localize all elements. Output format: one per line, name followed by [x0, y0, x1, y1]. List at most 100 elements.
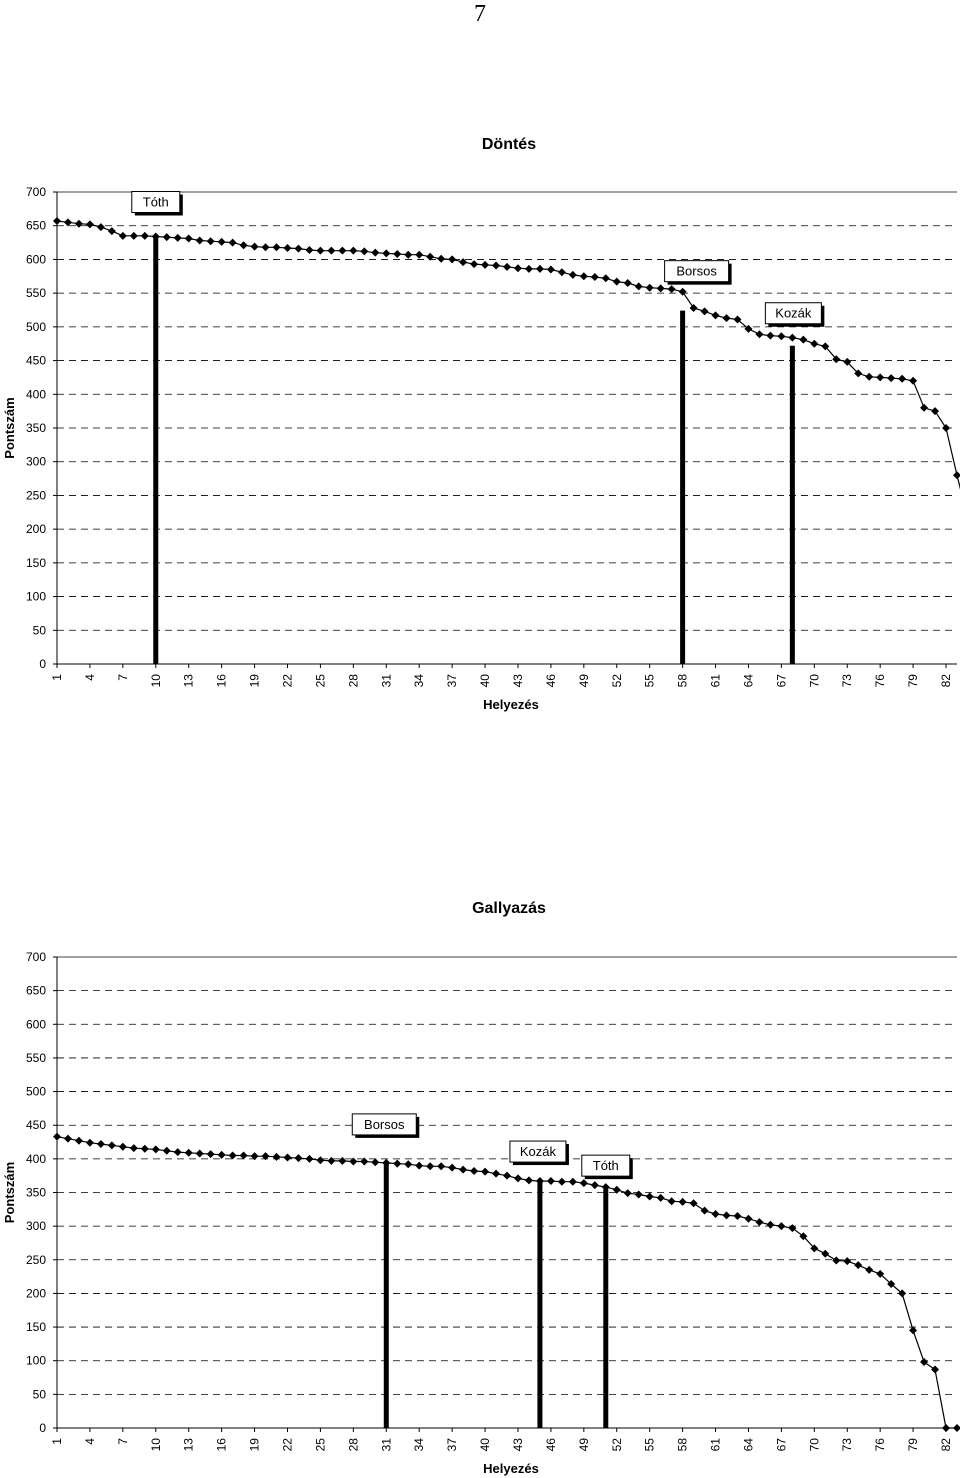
- data-point: [887, 1280, 896, 1289]
- data-point: [382, 249, 391, 258]
- data-point: [118, 1142, 127, 1151]
- x-tick-label: 28: [346, 674, 360, 688]
- x-tick-label: 58: [676, 1438, 690, 1452]
- y-tick-label: 50: [33, 623, 47, 637]
- data-point: [744, 324, 753, 333]
- x-tick-label: 46: [544, 674, 558, 688]
- data-point: [546, 1177, 555, 1186]
- x-tick-label: 55: [643, 674, 657, 688]
- x-tick-label: 79: [906, 1438, 920, 1452]
- data-point: [722, 1211, 731, 1220]
- data-point: [448, 1163, 457, 1172]
- data-point: [942, 424, 951, 432]
- data-point: [898, 374, 907, 383]
- data-point: [843, 357, 852, 366]
- data-point: [865, 372, 874, 381]
- chart-gallyazas: Gallyazás 0 50 100 150 200 250 300 350 400 450 500 5…: [2, 900, 960, 1476]
- x-tick-label: 34: [412, 674, 426, 688]
- data-point: [206, 1150, 215, 1159]
- data-point: [854, 1261, 863, 1270]
- data-point: [898, 1289, 907, 1298]
- data-point: [448, 255, 457, 264]
- y-tick-label: 0: [39, 657, 46, 671]
- data-point: [140, 231, 149, 240]
- y-tick-label: 200: [26, 1286, 46, 1300]
- data-point: [788, 333, 797, 342]
- y-tick-label: 450: [26, 354, 46, 368]
- data-point: [876, 1269, 885, 1278]
- x-tick-label: 4: [83, 674, 97, 681]
- data-point: [645, 283, 654, 292]
- y-tick-label: 600: [26, 252, 46, 266]
- x-tick-label: 67: [774, 674, 788, 688]
- marker-label-box: [581, 1154, 631, 1177]
- data-point: [711, 311, 720, 320]
- data-point: [360, 247, 369, 256]
- data-point: [678, 287, 687, 296]
- x-tick-label: 31: [379, 1438, 393, 1452]
- x-tick-label: 70: [807, 674, 821, 688]
- data-point: [415, 1161, 424, 1170]
- y-tick-label: 500: [26, 1085, 46, 1099]
- data-point: [404, 1160, 413, 1169]
- data-point: [437, 254, 446, 263]
- data-point: [601, 274, 610, 283]
- x-tick-label: 76: [873, 1438, 887, 1452]
- data-point: [85, 1138, 94, 1147]
- x-tick-label: 79: [906, 674, 920, 688]
- data-point: [481, 1167, 490, 1176]
- y-tick-label: 550: [26, 286, 46, 300]
- data-point: [492, 261, 501, 270]
- data-point: [656, 284, 665, 293]
- y-tick-label: 100: [26, 590, 46, 604]
- data-point: [371, 248, 380, 257]
- data-point: [393, 250, 402, 259]
- data-point: [327, 1156, 336, 1165]
- data-point: [953, 471, 960, 480]
- x-tick-label: 82: [939, 1438, 953, 1452]
- data-point: [470, 260, 479, 269]
- x-tick-label: 55: [643, 1438, 657, 1452]
- data-point: [711, 1210, 720, 1219]
- x-tick-label: 64: [741, 674, 755, 688]
- data-point: [316, 246, 325, 255]
- data-point: [667, 1197, 676, 1206]
- data-point: [953, 1424, 960, 1432]
- data-point: [250, 242, 259, 251]
- marker-label: Borsos: [676, 264, 717, 279]
- y-tick-label: 300: [26, 455, 46, 469]
- data-point: [634, 282, 643, 291]
- data-point: [909, 376, 918, 385]
- data-point: [546, 265, 555, 274]
- y-tick-label: 250: [26, 1253, 46, 1267]
- x-tick-label: 64: [741, 1438, 755, 1452]
- data-point: [261, 1152, 270, 1161]
- data-point: [524, 1176, 533, 1185]
- data-point: [305, 245, 314, 254]
- data-point: [250, 1152, 259, 1161]
- data-point: [393, 1159, 402, 1168]
- data-point: [228, 238, 237, 247]
- data-point: [283, 243, 292, 252]
- marker-label-box: [351, 1113, 417, 1136]
- data-point: [832, 1256, 841, 1265]
- data-point: [513, 1174, 522, 1183]
- y-tick-label: 350: [26, 1186, 46, 1200]
- data-point: [74, 219, 83, 228]
- x-tick-label: 13: [182, 674, 196, 688]
- y-tick-label: 100: [26, 1354, 46, 1368]
- y-tick-label: 0: [39, 1421, 46, 1435]
- y-tick-label: 650: [26, 219, 46, 233]
- y-tick-label: 200: [26, 522, 46, 536]
- data-point: [206, 237, 215, 246]
- x-tick-label: 82: [939, 674, 953, 688]
- x-tick-label: 22: [280, 674, 294, 688]
- data-point: [338, 1156, 347, 1165]
- data-point: [239, 241, 248, 250]
- data-point: [239, 1151, 248, 1160]
- data-point: [151, 1145, 160, 1154]
- x-tick-label: 16: [215, 674, 229, 688]
- page-number: 7: [474, 1, 486, 27]
- data-point: [513, 264, 522, 273]
- data-point: [96, 223, 105, 232]
